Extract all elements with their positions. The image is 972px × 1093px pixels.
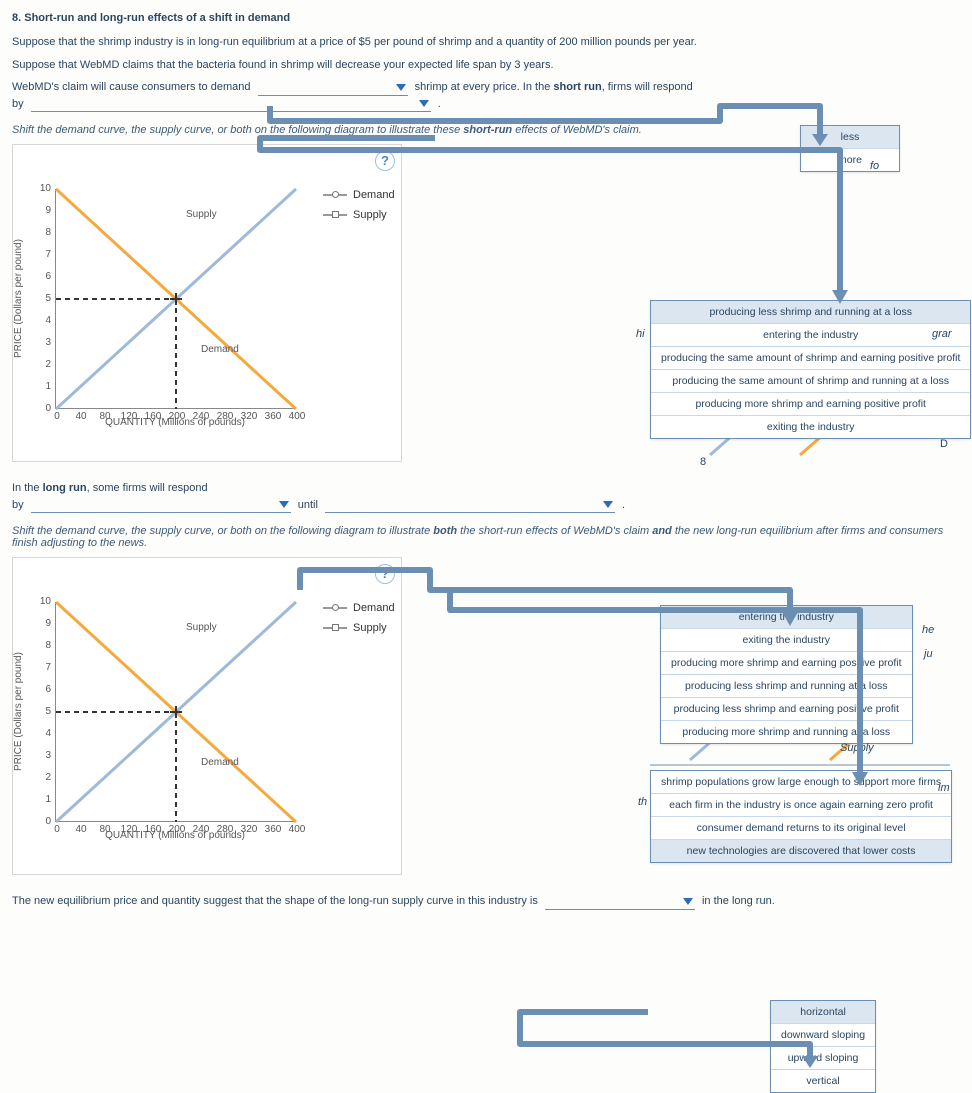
legend-demand-label: Demand — [353, 189, 395, 201]
intro-line-1: Suppose that the shrimp industry is in l… — [12, 34, 960, 51]
dropdown-options-short-run[interactable]: producing less shrimp and running at a l… — [650, 300, 971, 439]
blank-until-condition[interactable] — [325, 499, 615, 513]
blank-long-run-response[interactable] — [31, 499, 291, 513]
dropdown-option[interactable]: producing less shrimp and earning positi… — [661, 698, 912, 721]
final-pre: The new equilibrium price and quantity s… — [12, 895, 538, 907]
bg-frag: hi — [636, 328, 645, 340]
dropdown-option[interactable]: entering the industry — [661, 606, 912, 629]
help-icon[interactable]: ? — [375, 151, 395, 171]
long-run-bold: long run — [43, 482, 87, 494]
supply-curve-label: Supply — [186, 209, 217, 220]
bg-frag: th — [638, 796, 647, 808]
dropdown-option[interactable]: entering the industry — [651, 324, 970, 347]
dropdown-icon[interactable] — [683, 898, 693, 905]
dropdown-icon[interactable] — [419, 100, 429, 107]
legend-demand-label: Demand — [353, 602, 395, 614]
s1-post: , firms will respond — [602, 81, 693, 93]
lr-pre: In the — [12, 482, 40, 494]
demand-curve-label: Demand — [201, 757, 239, 768]
dropdown-icon[interactable] — [603, 501, 613, 508]
legend-supply[interactable]: Supply — [323, 209, 395, 221]
dropdown-option[interactable]: more — [801, 149, 899, 171]
s1-mid: shrimp at every price. In the — [415, 81, 551, 93]
chart-legend: Demand Supply — [323, 181, 395, 229]
bg-frag: D — [940, 438, 948, 450]
dropdown-option[interactable]: producing more shrimp and earning positi… — [651, 393, 970, 416]
bg-frag: ju — [924, 648, 933, 660]
dropdown-option[interactable]: downward sloping — [771, 1024, 875, 1047]
dropdown-option[interactable]: shrimp populations grow large enough to … — [651, 771, 951, 794]
dropdown-option[interactable]: producing more shrimp and earning positi… — [661, 652, 912, 675]
bg-frag: im — [938, 782, 950, 794]
bg-frag: he — [922, 624, 934, 636]
help-icon[interactable]: ? — [375, 564, 395, 584]
chart-legend: Demand Supply — [323, 594, 395, 642]
dropdown-option[interactable]: producing the same amount of shrimp and … — [651, 370, 970, 393]
dropdown-option[interactable]: less — [801, 126, 899, 149]
legend-demand[interactable]: Demand — [323, 602, 395, 614]
dropdown-option[interactable]: producing the same amount of shrimp and … — [651, 347, 970, 370]
dropdown-option[interactable]: producing less shrimp and running at a l… — [661, 675, 912, 698]
legend-demand[interactable]: Demand — [323, 189, 395, 201]
blank-supply-shape[interactable] — [545, 896, 695, 910]
bg-frag: grar — [932, 328, 952, 340]
supply-demand-chart-1[interactable]: PRICE (Dollars per pound) Supply Demand … — [19, 181, 309, 451]
sentence-short-run: WebMD's claim will cause consumers to de… — [12, 79, 960, 112]
bg-frag: fo — [870, 160, 879, 172]
dropdown-option[interactable]: producing more shrimp and running at a l… — [661, 721, 912, 743]
lr-post: , some firms will respond — [87, 482, 208, 494]
blank-demand-direction[interactable] — [258, 82, 408, 96]
supply-demand-chart-2[interactable]: PRICE (Dollars per pound) Supply Demand … — [19, 594, 309, 864]
dropdown-icon[interactable] — [396, 84, 406, 91]
chart-plot-area[interactable]: Supply Demand — [55, 189, 295, 409]
blank-short-run-response[interactable] — [31, 98, 431, 112]
chart-panel-short-run: ? PRICE (Dollars per pound) Supply Deman… — [12, 144, 402, 462]
by-label-2: by — [12, 499, 24, 511]
instruction-long-run: Shift the demand curve, the supply curve… — [12, 525, 960, 549]
dropdown-option[interactable]: vertical — [771, 1070, 875, 1092]
bg-frag: Supply — [840, 742, 874, 754]
demand-curve-label: Demand — [201, 344, 239, 355]
sentence-long-run: In the long run, some firms will respond… — [12, 480, 960, 513]
dropdown-option[interactable]: each firm in the industry is once again … — [651, 794, 951, 817]
question-title: 8. Short-run and long-run effects of a s… — [12, 12, 960, 24]
supply-curve-label: Supply — [186, 622, 217, 633]
y-axis-label: PRICE (Dollars per pound) — [13, 602, 33, 822]
y-axis-label: PRICE (Dollars per pound) — [13, 189, 33, 409]
legend-supply-label: Supply — [353, 622, 387, 634]
chart-plot-area[interactable]: Supply Demand — [55, 602, 295, 822]
short-run-bold: short run — [553, 81, 601, 93]
bg-frag: 8 — [700, 456, 706, 468]
dropdown-options-until[interactable]: shrimp populations grow large enough to … — [650, 770, 952, 863]
dropdown-icon[interactable] — [279, 501, 289, 508]
dropdown-option[interactable]: exiting the industry — [651, 416, 970, 438]
dropdown-option[interactable]: consumer demand returns to its original … — [651, 817, 951, 840]
by-label: by — [12, 98, 24, 110]
final-post: in the long run. — [702, 895, 775, 907]
dropdown-option[interactable]: horizontal — [771, 1001, 875, 1024]
chart-panel-long-run: ? PRICE (Dollars per pound) Supply Deman… — [12, 557, 402, 875]
dropdown-options-long-run[interactable]: entering the industryexiting the industr… — [660, 605, 913, 744]
dropdown-option[interactable]: producing less shrimp and running at a l… — [651, 301, 970, 324]
dropdown-options-less-more[interactable]: lessmore — [800, 125, 900, 172]
legend-supply[interactable]: Supply — [323, 622, 395, 634]
dropdown-option[interactable]: exiting the industry — [661, 629, 912, 652]
until-label: until — [298, 499, 318, 511]
dropdown-option[interactable]: upward sloping — [771, 1047, 875, 1070]
sentence-final: The new equilibrium price and quantity s… — [12, 893, 960, 910]
s1-pre: WebMD's claim will cause consumers to de… — [12, 81, 250, 93]
dropdown-option[interactable]: new technologies are discovered that low… — [651, 840, 951, 862]
dropdown-options-shape[interactable]: horizontaldownward slopingupward sloping… — [770, 1000, 876, 1093]
legend-supply-label: Supply — [353, 209, 387, 221]
intro-line-2: Suppose that WebMD claims that the bacte… — [12, 57, 960, 74]
